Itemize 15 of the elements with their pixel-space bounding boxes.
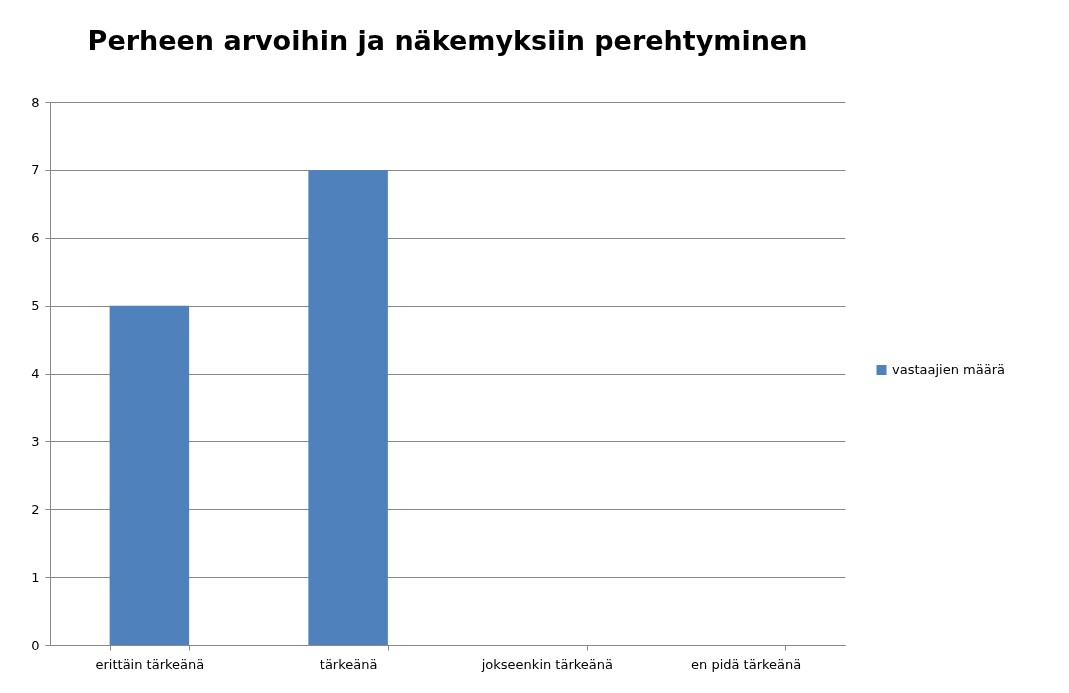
chart-title: Perheen arvoihin ja näkemyksiin perehtyminen xyxy=(87,25,808,56)
x-tick-label: en pidä tärkeänä xyxy=(691,656,802,672)
x-tick-label: jokseenkin tärkeänä xyxy=(480,656,614,672)
y-tick-label: 6 xyxy=(31,230,40,246)
y-tick-label: 8 xyxy=(31,94,40,110)
y-tick-label: 1 xyxy=(31,569,40,585)
legend-label: vastaajien määrä xyxy=(892,362,1005,377)
y-tick-label: 3 xyxy=(31,433,40,449)
y-tick-label: 0 xyxy=(31,637,40,653)
y-tick-label: 2 xyxy=(31,501,40,517)
x-tick-label: tärkeänä xyxy=(319,656,378,672)
x-tick-label: erittäin tärkeänä xyxy=(95,656,205,672)
y-tick-label: 7 xyxy=(31,162,40,178)
y-tick-label: 4 xyxy=(31,366,40,381)
y-tick-label: 5 xyxy=(31,298,40,314)
